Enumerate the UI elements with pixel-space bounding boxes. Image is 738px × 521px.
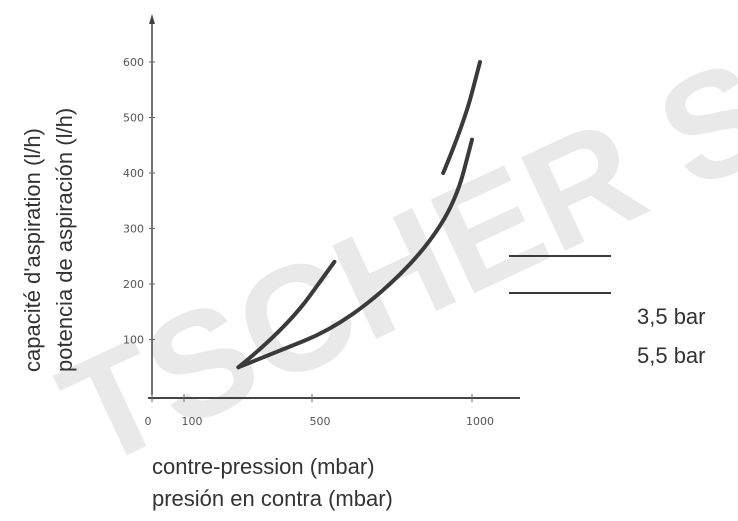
y-tick-label: 400 (123, 167, 144, 180)
watermark-text: TSCHER SA (38, 0, 738, 499)
y-tick-label: 100 (123, 334, 144, 347)
series-2-curve-segment-1 (236, 137, 474, 370)
legend: 3,5 bar 5,5 bar (509, 255, 706, 368)
series-1-curve-segment-1 (236, 259, 337, 370)
legend-label-series-1: 3,5 bar (637, 304, 706, 329)
series-1-curve-segment-2 (441, 60, 482, 175)
x-axis-ticks: 0 100 500 1000 (145, 394, 494, 428)
series-curves (236, 60, 482, 370)
y-tick-label: 500 (123, 112, 144, 125)
plot-area: 100 200 300 400 500 600 0 100 500 1000 (123, 14, 520, 428)
y-axis-arrow (149, 14, 155, 24)
y-tick-label: 300 (123, 223, 144, 236)
y-axis-title-line-1: capacité d'aspiration (l/h) (20, 128, 45, 372)
x-tick-label: 1000 (466, 415, 494, 428)
legend-label-series-2: 5,5 bar (637, 343, 706, 368)
y-tick-label: 200 (123, 278, 144, 291)
y-axis-title-line-2: potencia de aspiración (l/h) (52, 108, 77, 372)
x-tick-label: 500 (310, 415, 331, 428)
x-axis-title-line-1: contre-pression (mbar) (152, 454, 375, 479)
y-tick-label: 600 (123, 56, 144, 69)
x-tick-label: 100 (182, 415, 203, 428)
y-axis-ticks: 100 200 300 400 500 600 (123, 56, 155, 347)
x-tick-label: 0 (145, 415, 152, 428)
x-axis-title-line-2: presión en contra (mbar) (152, 486, 393, 511)
